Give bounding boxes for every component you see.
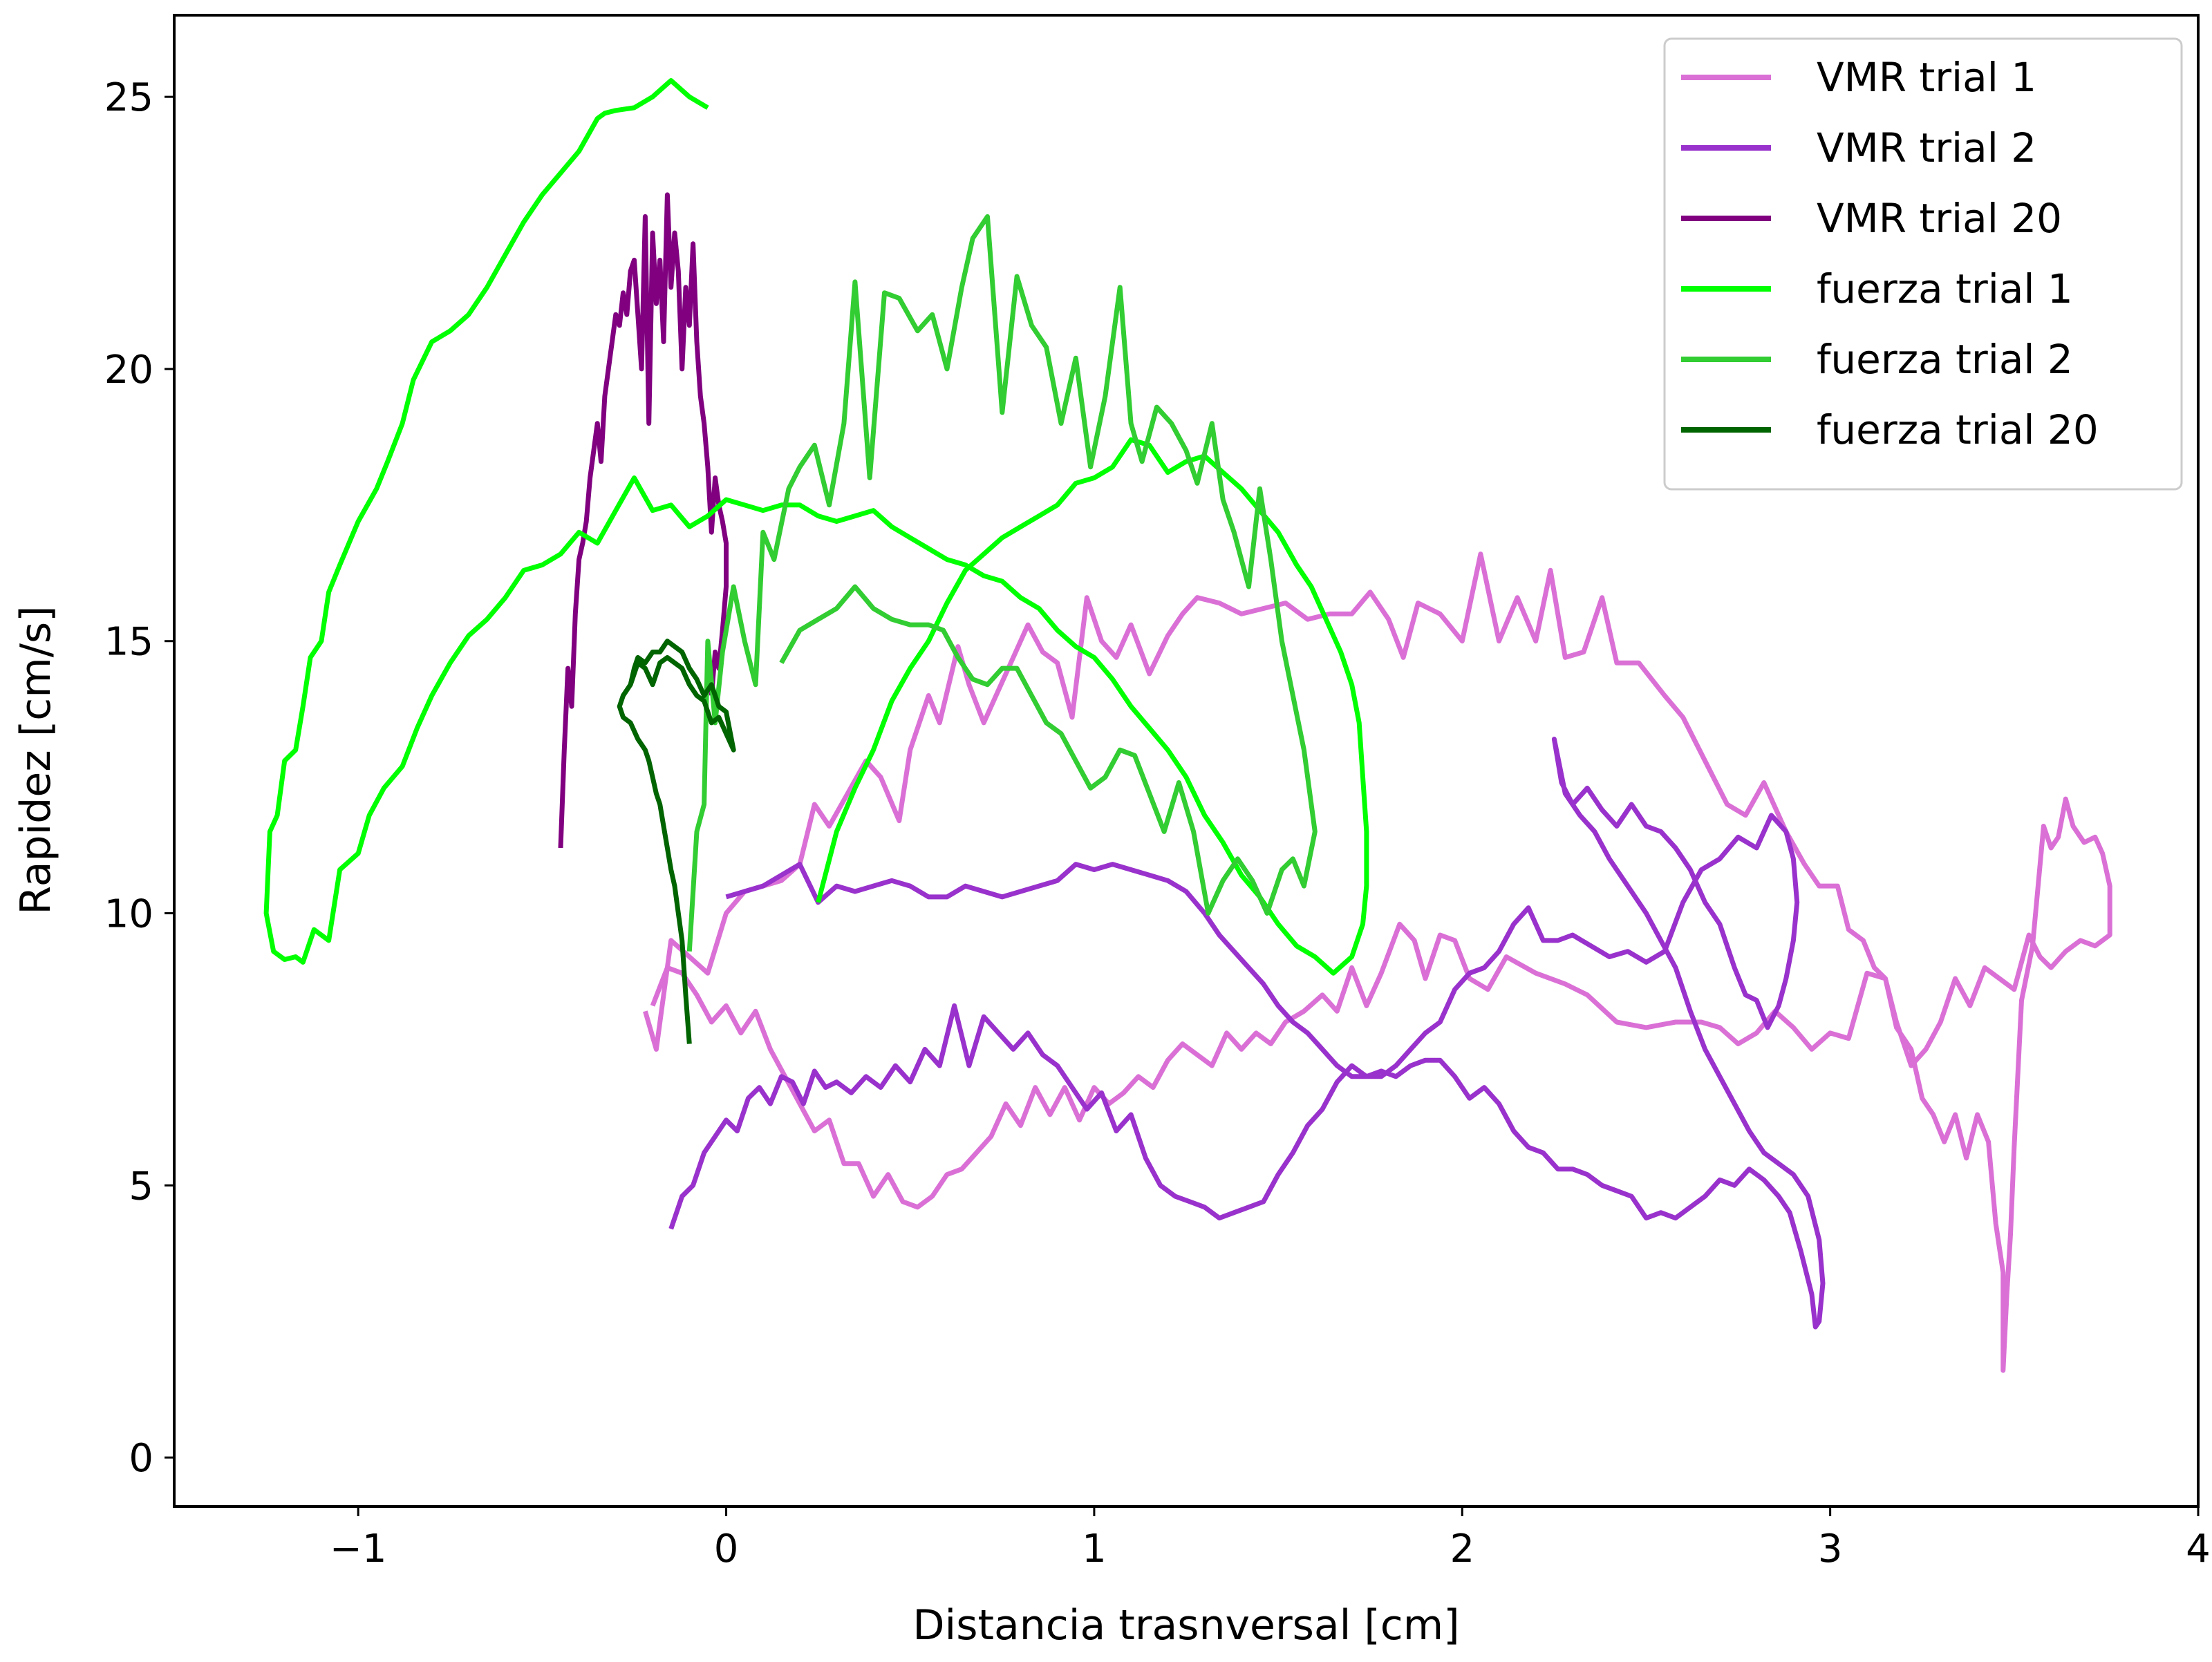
- y-tick-label: 25: [104, 75, 153, 120]
- series-line-0: [643, 551, 2112, 1373]
- x-tick-label: 4: [2186, 1527, 2211, 1571]
- plot-frame: [173, 14, 2200, 1508]
- y-tick-label: 15: [104, 620, 153, 665]
- y-tick-label: 5: [129, 1164, 153, 1209]
- series-line-4: [686, 214, 1318, 952]
- series-line-5: [617, 639, 736, 1044]
- x-tick-label: 2: [1450, 1527, 1474, 1571]
- y-tick-label: 0: [129, 1436, 153, 1481]
- legend-label: VMR trial 2: [1817, 124, 2036, 171]
- legend-label: VMR trial 1: [1817, 54, 2036, 101]
- y-tick-label: 20: [104, 348, 153, 393]
- series-line-1: [668, 737, 1826, 1330]
- x-tick-label: 1: [1082, 1527, 1107, 1571]
- x-axis: −1 0 1 2 3 4: [330, 1507, 2211, 1571]
- legend: VMR trial 1 VMR trial 2 VMR trial 20 fuerza…: [1663, 37, 2183, 491]
- legend-label: fuerza trial 1: [1817, 265, 2073, 312]
- x-tick-label: 3: [1818, 1527, 1843, 1571]
- x-tick-label: −1: [330, 1527, 387, 1571]
- y-axis-title: Rapidez [cm/s]: [12, 605, 60, 914]
- legend-label: fuerza trial 20: [1817, 406, 2099, 453]
- legend-label: fuerza trial 2: [1817, 336, 2073, 383]
- y-tick-label: 10: [104, 892, 153, 937]
- x-tick-label: 0: [714, 1527, 739, 1571]
- legend-label: VMR trial 20: [1817, 195, 2062, 242]
- series-line-2: [558, 192, 729, 849]
- y-axis: 0 5 10 15 20 25: [104, 75, 174, 1481]
- series-layer: [263, 78, 2112, 1373]
- legend-box: [1663, 37, 2183, 491]
- x-axis-title: Distancia trasnversal [cm]: [912, 1601, 1459, 1650]
